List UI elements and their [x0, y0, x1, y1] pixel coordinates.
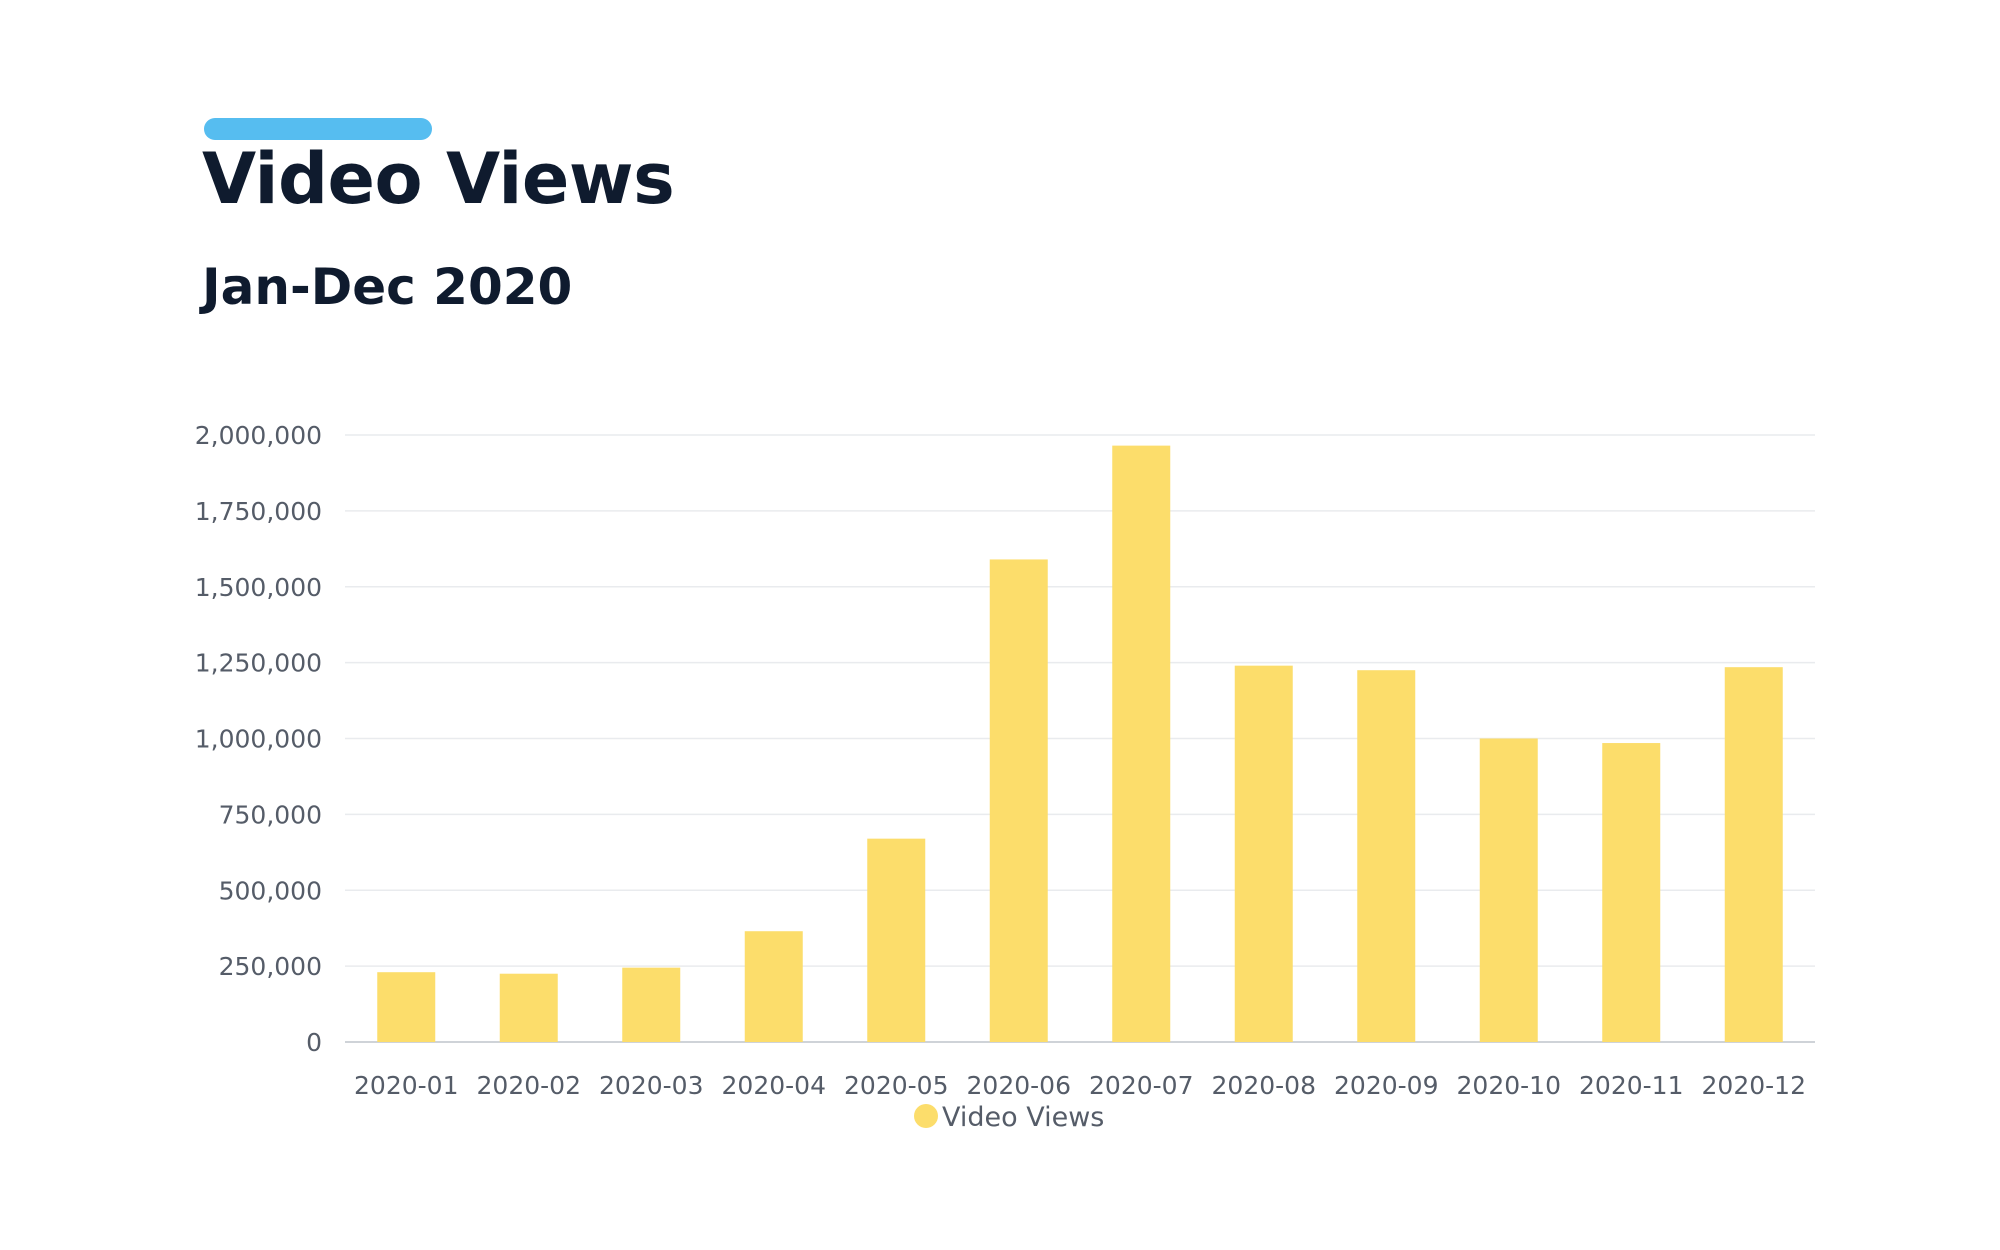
bar-2020-06 [989, 559, 1048, 1042]
legend-swatch [914, 1104, 938, 1128]
bar-2020-01 [377, 972, 436, 1042]
x-tick-label: 2020-05 [844, 1071, 948, 1100]
legend-label: Video Views [942, 1102, 1104, 1133]
y-axis-ticks: 0 250,000 500,000 750,000 1,000,000 1,250,000… [195, 421, 322, 1057]
bar-2020-02 [499, 973, 558, 1042]
x-tick-label: 2020-02 [477, 1071, 581, 1100]
y-tick-label: 750,000 [219, 800, 322, 829]
x-tick-label: 2020-12 [1702, 1071, 1806, 1100]
title-accent-bar [204, 118, 432, 140]
bar-2020-08 [1234, 665, 1293, 1042]
y-tick-label: 2,000,000 [195, 421, 322, 450]
x-tick-label: 2020-06 [967, 1071, 1071, 1100]
bar-2020-03 [622, 967, 681, 1042]
x-tick-label: 2020-03 [599, 1071, 703, 1100]
bar-2020-11 [1602, 743, 1661, 1042]
gridlines [345, 434, 1815, 1043]
y-tick-label: 1,250,000 [195, 649, 322, 678]
x-axis-ticks: 2020-01 2020-02 2020-03 2020-04 2020-05 2020-… [354, 1071, 1806, 1100]
y-tick-label: 1,750,000 [195, 497, 322, 526]
bar-2020-10 [1479, 738, 1538, 1042]
chart-title: Video Views [202, 138, 675, 220]
bars [377, 445, 1783, 1042]
bar-2020-04 [744, 931, 803, 1042]
y-tick-label: 0 [306, 1028, 322, 1057]
x-tick-label: 2020-07 [1089, 1071, 1193, 1100]
x-tick-label: 2020-08 [1212, 1071, 1316, 1100]
legend: Video Views [914, 1102, 1104, 1133]
chart-subtitle: Jan-Dec 2020 [202, 258, 573, 316]
x-tick-label: 2020-04 [722, 1071, 826, 1100]
bar-2020-12 [1724, 667, 1783, 1042]
y-tick-label: 500,000 [219, 876, 322, 905]
y-tick-label: 1,500,000 [195, 573, 322, 602]
x-tick-label: 2020-11 [1579, 1071, 1683, 1100]
x-tick-label: 2020-09 [1334, 1071, 1438, 1100]
x-tick-label: 2020-10 [1457, 1071, 1561, 1100]
bar-2020-09 [1357, 670, 1416, 1042]
y-tick-label: 1,000,000 [195, 725, 322, 754]
x-tick-label: 2020-01 [354, 1071, 458, 1100]
y-tick-label: 250,000 [219, 952, 322, 981]
bar-2020-05 [867, 838, 926, 1042]
bar-2020-07 [1112, 445, 1171, 1042]
